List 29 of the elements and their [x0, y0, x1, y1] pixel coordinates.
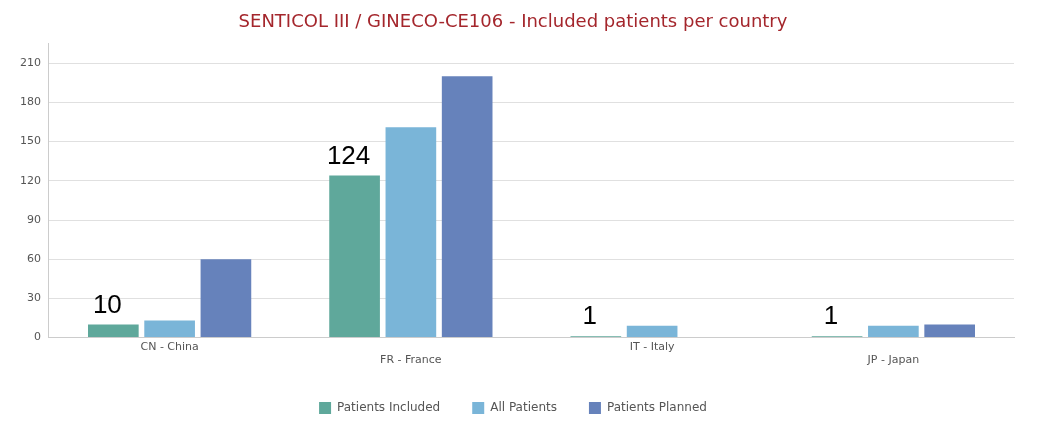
y-tick-label: 60: [27, 252, 41, 266]
y-tick-label: 120: [20, 173, 41, 187]
y-tick-label: 180: [20, 95, 41, 109]
legend-label: Patients Included: [337, 400, 441, 415]
bar: [441, 76, 493, 338]
x-tick-label: JP - Japan: [866, 353, 920, 367]
y-tick-label: 0: [34, 330, 41, 344]
bar: [868, 325, 919, 338]
x-tick-label: IT - Italy: [629, 340, 675, 354]
y-tick-label: 90: [27, 212, 41, 226]
data-label: 1: [823, 300, 839, 331]
data-label: 1: [582, 300, 598, 331]
y-tick-label: 150: [20, 134, 41, 148]
data-label: 10: [92, 288, 122, 319]
x-tick-label: CN - China: [140, 340, 199, 354]
y-tick-label: 210: [20, 56, 41, 70]
bar: [329, 175, 380, 338]
chart-title: SENTICOL III / GINECO-CE106 - Included patients per country: [238, 10, 788, 32]
data-label: 124: [326, 139, 371, 170]
legend-label: All Patients: [490, 400, 557, 415]
bar: [144, 320, 195, 338]
bar: [200, 259, 252, 338]
legend-label: Patients Planned: [606, 400, 707, 415]
bar: [924, 324, 975, 338]
bar: [88, 324, 139, 338]
y-tick-label: 30: [27, 291, 41, 305]
bar: [626, 325, 678, 338]
x-tick-label: FR - France: [380, 353, 442, 367]
bar: [385, 127, 437, 338]
